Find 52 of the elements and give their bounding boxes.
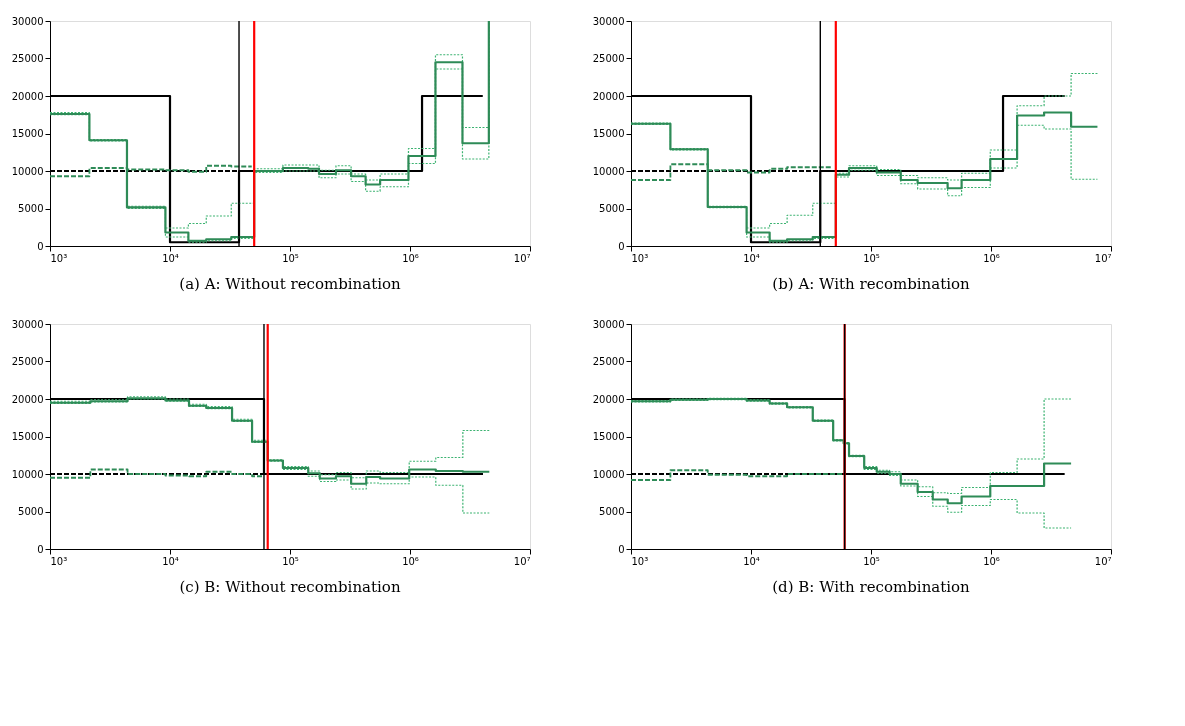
x-tick-label: 10³ [50,252,68,264]
y-tick-label: 20000 [592,90,625,102]
y-tick-label: 5000 [18,203,44,214]
x-tick-label: 10⁶ [402,252,419,264]
x-tick-label: 10³ [50,555,68,567]
x-tick-label: 10⁴ [162,252,179,264]
y-tick-label: 30000 [11,15,44,27]
x-tick-label: 10⁵ [863,252,880,264]
x-tick-label: 10³ [631,555,649,567]
y-tick-label: 0 [618,240,625,252]
x-tick-label: 10⁷ [513,252,531,264]
x-tick-label: 10⁵ [863,555,880,567]
y-tick-label: 0 [618,543,625,555]
x-tick-label: 10⁴ [743,555,760,567]
text: (b) A: With recombination [772,275,971,293]
y-tick-label: 0 [37,543,44,555]
x-tick-label: 10⁷ [1094,555,1112,567]
y-tick-label: 25000 [592,356,625,367]
y-tick-label: 25000 [11,356,44,367]
x-tick-label: 10⁶ [983,555,1000,567]
y-tick-label: 20000 [11,90,44,102]
y-tick-label: 25000 [11,53,44,64]
y-tick-label: 15000 [592,431,625,442]
y-tick-label: 5000 [599,203,625,214]
x-tick-label: 10⁷ [513,555,531,567]
y-tick-label: 30000 [11,318,44,330]
y-tick-label: 15000 [11,431,44,442]
text: (c) B: Without recombination [179,578,401,596]
y-tick-label: 15000 [592,128,625,139]
y-tick-label: 5000 [18,506,44,517]
y-tick-label: 20000 [11,393,44,405]
text: (d) B: With recombination [772,578,971,596]
text: (a) A: Without recombination [179,275,402,293]
y-tick-label: 10000 [11,165,44,177]
y-tick-label: 20000 [592,393,625,405]
x-tick-label: 10⁶ [983,252,1000,264]
x-tick-label: 10⁴ [743,252,760,264]
x-tick-label: 10³ [631,252,649,264]
y-tick-label: 5000 [599,506,625,517]
y-tick-label: 0 [37,240,44,252]
x-tick-label: 10⁷ [1094,252,1112,264]
x-tick-label: 10⁵ [282,555,299,567]
y-tick-label: 10000 [592,165,625,177]
y-tick-label: 10000 [592,468,625,480]
y-tick-label: 30000 [592,318,625,330]
x-tick-label: 10⁴ [162,555,179,567]
y-tick-label: 30000 [592,15,625,27]
y-tick-label: 15000 [11,128,44,139]
y-tick-label: 25000 [592,53,625,64]
x-tick-label: 10⁶ [402,555,419,567]
x-tick-label: 10⁵ [282,252,299,264]
y-tick-label: 10000 [11,468,44,480]
